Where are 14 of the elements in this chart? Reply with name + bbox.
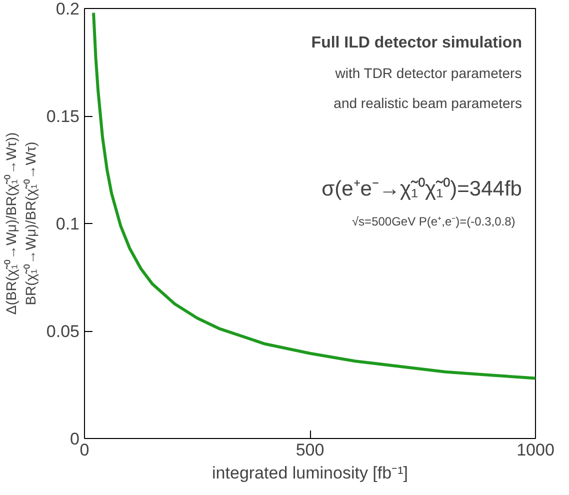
x-tick-label: 1000 — [516, 440, 554, 460]
line-series — [92, 11, 536, 380]
x-tick-label: 500 — [296, 440, 324, 460]
annotation: √s=500GeV P(e⁺,e⁻)=(-0.3,0.8) — [352, 214, 516, 228]
annotation: Full ILD detector simulation — [311, 34, 522, 52]
y-tick-label: 0.2 — [56, 0, 80, 18]
y-tick-label: 0.05 — [46, 322, 80, 341]
y-tick-label: 0.1 — [56, 214, 80, 234]
annotation: σ(e⁺e⁻→χ̃₁⁰χ̃₁⁰)=344fb — [322, 178, 522, 201]
annotation: with TDR detector parameters — [334, 65, 522, 81]
y-tick-label: 0.15 — [46, 107, 80, 126]
y-axis-title: Δ(BR(χ̃₁⁰→Wμ)/BR(χ̃₁⁰→Wτ)) BR(χ̃₁⁰→Wμ)/BR(χ̃₁⁰→Wτ) — [3, 132, 38, 315]
x-axis-title: integrated luminosity [fb⁻¹] — [212, 464, 408, 482]
annotation: and realistic beam parameters — [334, 95, 522, 112]
